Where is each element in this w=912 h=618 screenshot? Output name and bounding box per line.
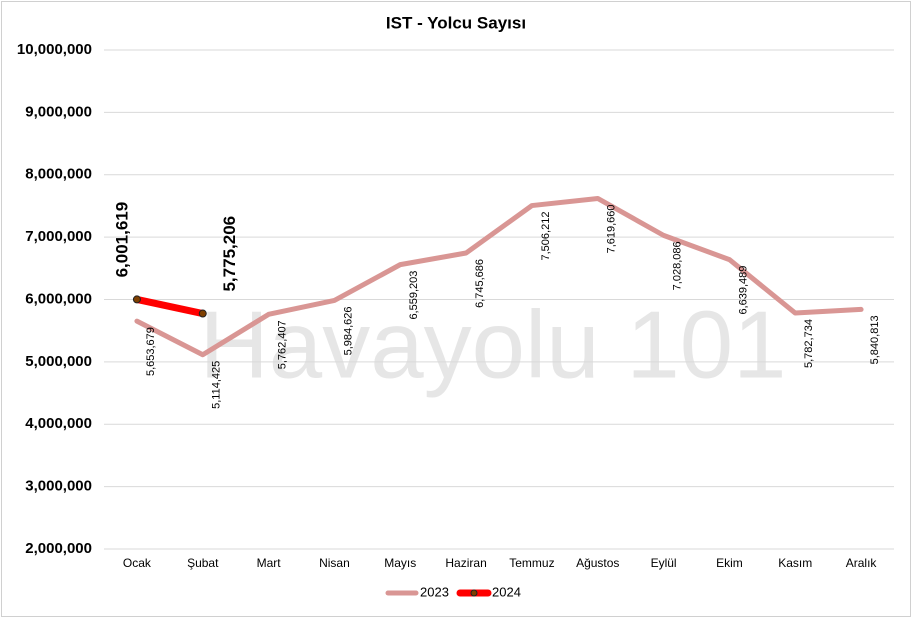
y-tick-label: 9,000,000: [25, 103, 92, 120]
data-label: 6,639,489: [737, 266, 749, 315]
data-label: 5,114,425: [211, 361, 223, 409]
chart-title: IST - Yolcu Sayısı: [386, 13, 526, 32]
data-label: 5,840,813: [869, 315, 881, 364]
legend-label: 2023: [420, 584, 449, 599]
x-tick-label: Kasım: [778, 556, 812, 570]
point-marker: [132, 295, 141, 304]
x-tick-label: Ekim: [716, 556, 743, 570]
data-label: 7,506,212: [540, 212, 552, 261]
data-label: 6,001,619: [112, 202, 131, 278]
data-label: 5,775,206: [220, 216, 239, 292]
data-label: 5,762,407: [276, 320, 288, 369]
series-line: [134, 195, 864, 358]
y-tick-label: 8,000,000: [25, 166, 92, 183]
x-tick-label: Ocak: [123, 556, 152, 570]
x-tick-label: Mart: [257, 556, 282, 570]
data-label: 6,559,203: [408, 271, 420, 320]
x-tick-label: Şubat: [187, 556, 219, 570]
data-label: 7,028,086: [671, 241, 683, 290]
y-tick-label: 6,000,000: [25, 290, 92, 307]
y-tick-label: 4,000,000: [25, 415, 92, 432]
data-label: 7,619,660: [606, 204, 618, 253]
data-label: 5,984,626: [342, 306, 354, 355]
x-tick-label: Ağustos: [576, 556, 619, 570]
y-tick-label: 10,000,000: [17, 41, 92, 58]
y-tick-label: 5,000,000: [25, 353, 92, 370]
x-tick-label: Eylül: [651, 556, 677, 570]
y-tick-label: 3,000,000: [25, 478, 92, 495]
point-marker: [198, 309, 207, 318]
data-label: 5,782,734: [803, 319, 815, 368]
x-tick-label: Mayıs: [384, 556, 416, 570]
x-tick-label: Nisan: [319, 556, 350, 570]
x-tick-label: Aralık: [846, 556, 878, 570]
data-label: 5,653,679: [145, 327, 157, 376]
legend-label: 2024: [492, 584, 521, 599]
x-tick-label: Temmuz: [509, 556, 554, 570]
y-tick-label: 2,000,000: [25, 540, 92, 557]
series-line: [133, 295, 207, 318]
data-label: 6,745,686: [474, 259, 486, 308]
legend-marker: [470, 589, 478, 597]
x-tick-label: Haziran: [445, 556, 486, 570]
y-tick-label: 7,000,000: [25, 228, 92, 245]
